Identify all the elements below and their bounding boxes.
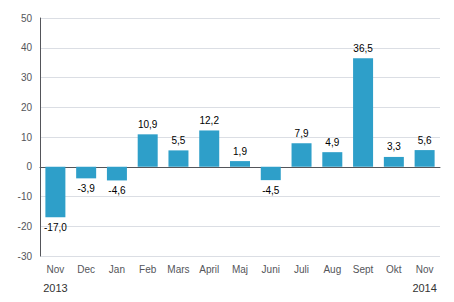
svg-text:0: 0 (26, 161, 32, 172)
svg-text:1,9: 1,9 (233, 146, 247, 157)
svg-text:-4,6: -4,6 (108, 185, 126, 196)
svg-text:20: 20 (21, 102, 33, 113)
svg-text:-10: -10 (18, 191, 33, 202)
svg-text:40: 40 (21, 42, 33, 53)
svg-text:30: 30 (21, 72, 33, 83)
svg-text:Nov: Nov (416, 264, 434, 275)
svg-text:April: April (199, 264, 219, 275)
svg-text:Nov: Nov (46, 264, 64, 275)
svg-text:5,6: 5,6 (418, 135, 432, 146)
svg-text:2014: 2014 (412, 282, 436, 294)
svg-text:4,9: 4,9 (325, 137, 339, 148)
svg-text:Aug: Aug (323, 264, 341, 275)
svg-text:7,9: 7,9 (295, 128, 309, 139)
svg-text:Okt: Okt (386, 264, 402, 275)
svg-text:Juni: Juni (262, 264, 280, 275)
svg-text:50: 50 (21, 13, 33, 24)
svg-text:-30: -30 (18, 251, 33, 262)
svg-text:3,3: 3,3 (387, 141, 401, 152)
svg-text:-3,9: -3,9 (78, 183, 96, 194)
svg-text:Feb: Feb (139, 264, 157, 275)
svg-text:Maj: Maj (232, 264, 248, 275)
svg-text:Juli: Juli (294, 264, 309, 275)
svg-text:12,2: 12,2 (199, 115, 219, 126)
svg-text:Sept: Sept (353, 264, 374, 275)
svg-text:10: 10 (21, 132, 33, 143)
svg-text:Jan: Jan (109, 264, 125, 275)
svg-text:10,9: 10,9 (138, 119, 158, 130)
svg-text:2013: 2013 (43, 282, 67, 294)
svg-text:Mars: Mars (167, 264, 189, 275)
svg-text:-4,5: -4,5 (262, 185, 280, 196)
svg-text:Dec: Dec (77, 264, 95, 275)
svg-text:36,5: 36,5 (353, 43, 373, 54)
svg-text:-17,0: -17,0 (44, 222, 67, 233)
svg-text:-20: -20 (18, 221, 33, 232)
svg-text:5,5: 5,5 (172, 135, 186, 146)
